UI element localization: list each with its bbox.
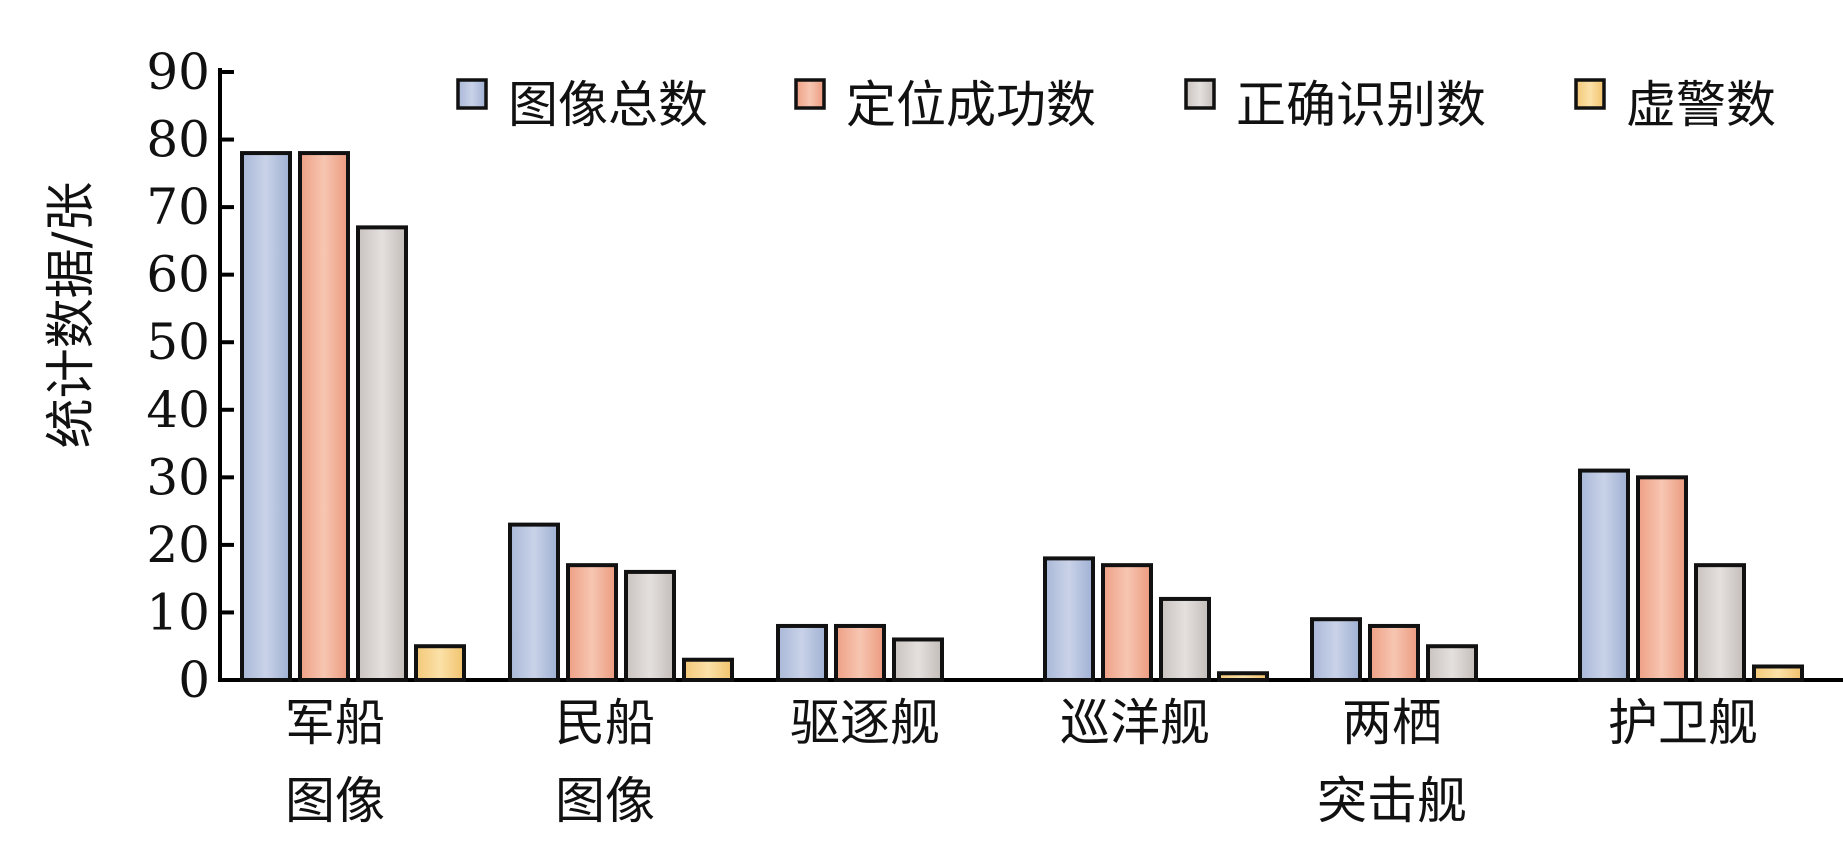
y-tick-label: 60 [146,246,210,304]
x-category-label: 护卫舰 [1608,694,1758,752]
legend-label: 虚警数 [1626,76,1776,134]
bar [624,569,676,683]
y-tick-label: 80 [146,111,210,169]
legend-swatch [1574,78,1606,110]
bar [566,563,618,683]
bar [892,637,944,683]
x-category-label: 民船 [555,694,655,752]
x-category-label: 两栖 [1342,694,1442,752]
bar [240,151,292,683]
legend-label: 图像总数 [508,76,708,134]
x-category-label: 突击舰 [1317,772,1467,830]
bar [414,644,466,683]
legend-swatch [456,78,488,110]
x-category-label: 图像 [285,772,385,830]
y-tick-label: 40 [146,381,210,439]
y-tick-label: 20 [146,516,210,574]
y-tick-label: 70 [146,178,210,236]
bar [1578,468,1630,683]
y-tick-label: 0 [178,651,210,709]
bar [1101,563,1153,683]
bar [508,522,560,682]
y-tick-label: 30 [146,448,210,506]
bar [1694,563,1746,683]
bar [1752,664,1804,683]
y-tick-label: 50 [146,313,210,371]
bar [356,225,408,682]
x-category-label: 巡洋舰 [1060,694,1210,752]
legend-swatch [1184,78,1216,110]
bar [1159,596,1211,683]
bar [1636,475,1688,683]
bar [1426,644,1478,683]
legend-swatch [794,78,826,110]
y-axis-label: 统计数据/张 [42,182,100,449]
y-tick-label: 10 [146,583,210,641]
x-category-label: 军船 [285,694,385,752]
legend-label: 正确识别数 [1236,76,1486,134]
x-category-label: 图像 [555,772,655,830]
bar [1217,671,1269,683]
bar [298,151,350,683]
legend: 图像总数 定位成功数 正确识别数 虚警数 [456,76,1776,134]
bar [682,657,734,683]
bar [1043,556,1095,683]
y-tick-label: 90 [146,43,210,101]
bar [1368,623,1420,683]
bar [776,623,828,683]
bar [1310,617,1362,683]
x-category-label: 驱逐舰 [790,694,940,752]
bar [834,623,886,683]
legend-label: 定位成功数 [846,76,1096,134]
